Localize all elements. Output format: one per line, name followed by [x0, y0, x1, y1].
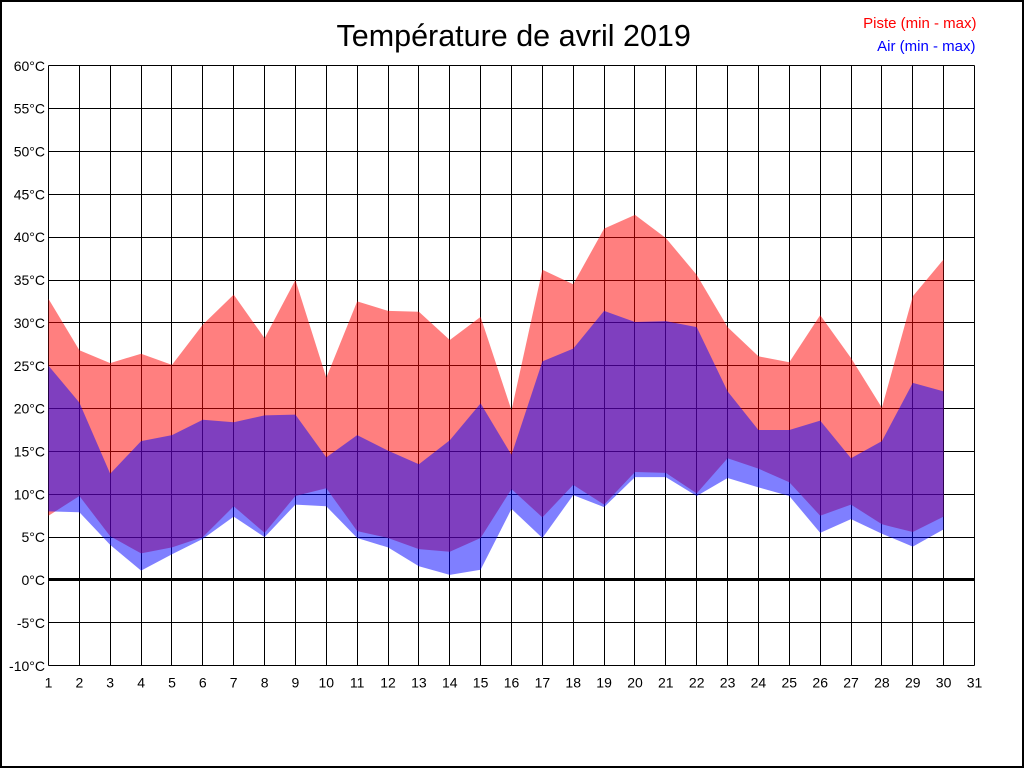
- svg-text:17: 17: [535, 675, 551, 691]
- svg-text:13: 13: [411, 675, 427, 691]
- svg-text:4: 4: [137, 675, 145, 691]
- svg-text:25°C: 25°C: [14, 358, 45, 374]
- svg-text:15: 15: [473, 675, 489, 691]
- svg-text:20°C: 20°C: [14, 401, 45, 417]
- svg-text:23: 23: [720, 675, 736, 691]
- svg-text:16: 16: [504, 675, 520, 691]
- svg-text:8: 8: [261, 675, 269, 691]
- svg-text:3: 3: [106, 675, 114, 691]
- svg-text:15°C: 15°C: [14, 444, 45, 460]
- svg-text:Température de avril 2019: Température de avril 2019: [337, 19, 691, 53]
- svg-text:10°C: 10°C: [14, 486, 45, 502]
- svg-text:45°C: 45°C: [14, 186, 45, 202]
- svg-text:14: 14: [442, 675, 458, 691]
- svg-text:5: 5: [168, 675, 176, 691]
- svg-text:19: 19: [596, 675, 612, 691]
- svg-text:10: 10: [319, 675, 335, 691]
- svg-text:40°C: 40°C: [14, 229, 45, 245]
- svg-text:1: 1: [45, 675, 53, 691]
- svg-text:31: 31: [967, 675, 983, 691]
- svg-text:30°C: 30°C: [14, 315, 45, 331]
- svg-text:22: 22: [689, 675, 705, 691]
- svg-text:50°C: 50°C: [14, 144, 45, 160]
- svg-text:7: 7: [230, 675, 238, 691]
- svg-text:Air (min - max): Air (min - max): [877, 38, 975, 55]
- svg-text:-5°C: -5°C: [17, 615, 45, 631]
- svg-text:18: 18: [565, 675, 581, 691]
- svg-text:60°C: 60°C: [14, 58, 45, 74]
- svg-text:26: 26: [812, 675, 828, 691]
- svg-text:9: 9: [292, 675, 300, 691]
- svg-text:2: 2: [76, 675, 84, 691]
- svg-text:25: 25: [782, 675, 798, 691]
- svg-text:11: 11: [350, 675, 365, 691]
- svg-text:20: 20: [627, 675, 643, 691]
- svg-text:24: 24: [751, 675, 767, 691]
- svg-text:29: 29: [905, 675, 921, 691]
- svg-text:35°C: 35°C: [14, 272, 45, 288]
- svg-text:12: 12: [380, 675, 396, 691]
- svg-text:21: 21: [658, 675, 674, 691]
- svg-text:55°C: 55°C: [14, 101, 45, 117]
- svg-text:-10°C: -10°C: [9, 658, 45, 674]
- svg-text:5°C: 5°C: [22, 529, 46, 545]
- svg-text:30: 30: [936, 675, 952, 691]
- svg-text:Piste (min - max): Piste (min - max): [863, 15, 976, 32]
- svg-text:6: 6: [199, 675, 207, 691]
- svg-text:27: 27: [843, 675, 859, 691]
- svg-text:28: 28: [874, 675, 890, 691]
- svg-text:0°C: 0°C: [22, 572, 46, 588]
